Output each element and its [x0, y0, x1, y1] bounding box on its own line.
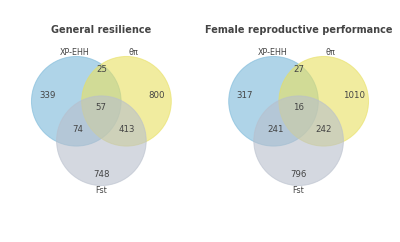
Text: 241: 241: [267, 125, 284, 135]
Text: 317: 317: [236, 91, 253, 100]
Circle shape: [279, 56, 368, 146]
Text: 25: 25: [96, 65, 107, 74]
Title: Female reproductive performance: Female reproductive performance: [205, 25, 392, 35]
Title: General resilience: General resilience: [51, 25, 152, 35]
Text: Fst: Fst: [96, 186, 107, 196]
Circle shape: [82, 56, 171, 146]
Circle shape: [32, 56, 121, 146]
Text: 1010: 1010: [343, 91, 365, 100]
Text: 27: 27: [293, 65, 304, 74]
Text: 339: 339: [40, 91, 56, 100]
Circle shape: [56, 96, 146, 186]
Text: 413: 413: [118, 125, 135, 135]
Text: 16: 16: [293, 103, 304, 112]
Circle shape: [229, 56, 318, 146]
Circle shape: [254, 96, 344, 186]
Text: 748: 748: [93, 170, 110, 179]
Text: Fst: Fst: [293, 186, 304, 196]
Text: 74: 74: [72, 125, 84, 135]
Text: 242: 242: [316, 125, 332, 135]
Text: 796: 796: [290, 170, 307, 179]
Text: θπ: θπ: [326, 48, 335, 57]
Text: XP-EHH: XP-EHH: [60, 48, 90, 57]
Text: θπ: θπ: [128, 48, 138, 57]
Text: XP-EHH: XP-EHH: [257, 48, 287, 57]
Text: 800: 800: [149, 91, 165, 100]
Text: 57: 57: [96, 103, 107, 112]
